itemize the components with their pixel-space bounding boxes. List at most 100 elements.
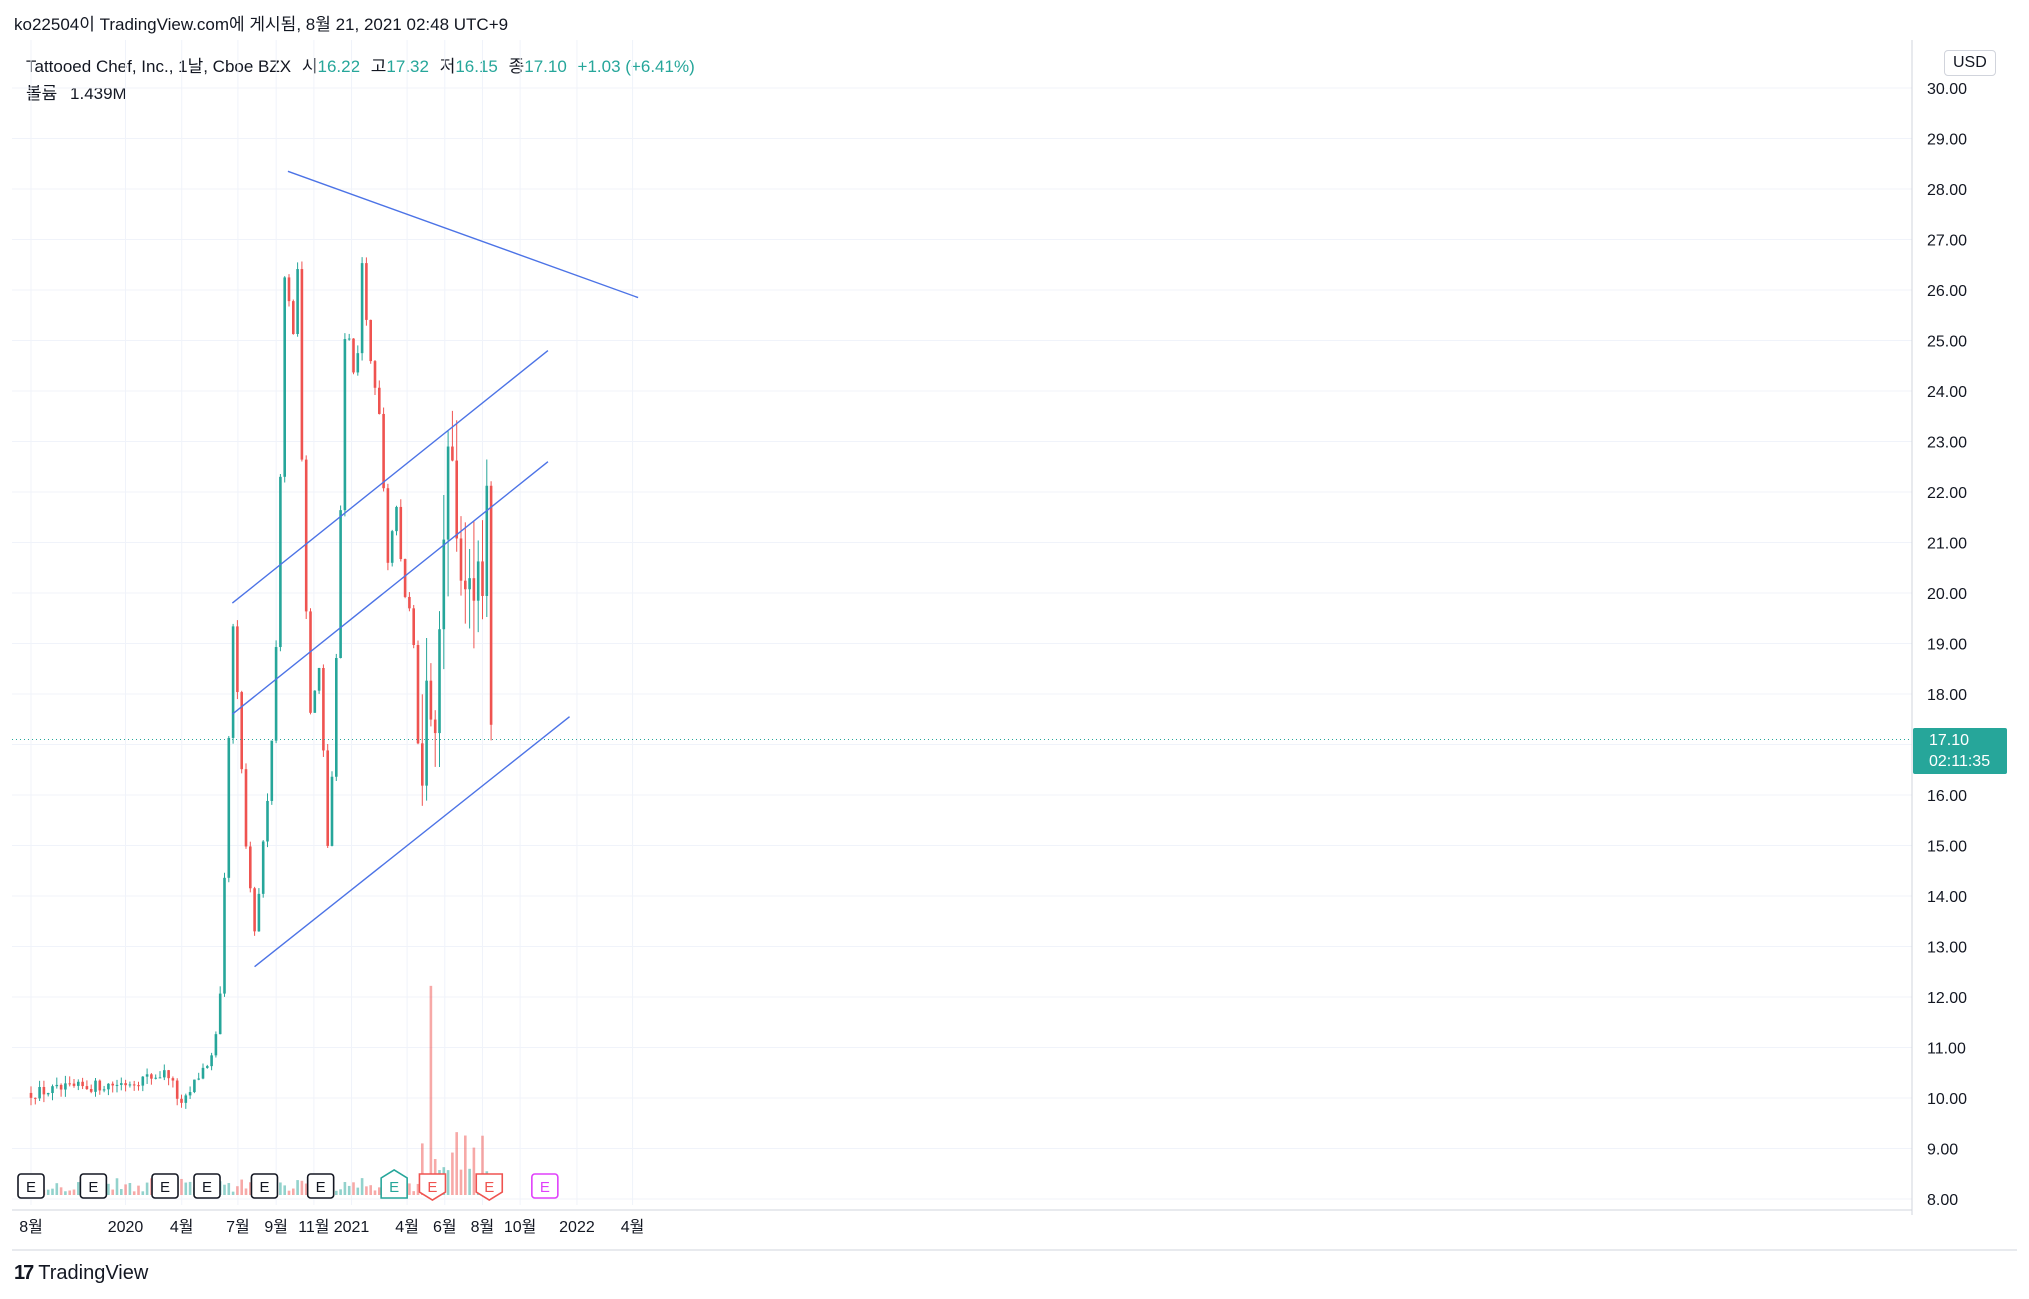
candle-body <box>102 1089 106 1091</box>
earnings-marker[interactable]: E <box>380 1169 408 1199</box>
y-tick-label: 12.00 <box>1927 990 1967 1007</box>
candle-body <box>292 301 295 335</box>
x-tick-label: 2022 <box>559 1219 595 1236</box>
candle-body <box>347 338 351 340</box>
volume-bar <box>408 1183 411 1195</box>
candle-body <box>214 1034 218 1056</box>
volume-bar <box>55 1183 59 1195</box>
earnings-marker[interactable]: E <box>475 1173 504 1201</box>
x-tick-label: 11월 <box>298 1218 329 1236</box>
candle-body <box>373 361 377 388</box>
candle-body <box>468 578 471 590</box>
candle-body <box>137 1085 140 1087</box>
candle-body <box>386 488 390 563</box>
candle-body <box>188 1092 192 1096</box>
trendline-1 <box>287 170 639 299</box>
symbol-title[interactable]: Tattooed Chef, Inc., 1날, Cboe BZX <box>26 57 292 76</box>
candle-body <box>395 506 398 532</box>
volume-bar <box>244 1188 248 1195</box>
x-tick-label: 10월 <box>504 1218 537 1236</box>
candle-body <box>266 800 269 842</box>
candle-body <box>464 580 467 590</box>
candle-body <box>175 1080 179 1099</box>
tradingview-brand: TradingView <box>38 1262 149 1284</box>
candle-body <box>296 269 299 335</box>
candle-body <box>244 769 248 847</box>
volume-bar <box>347 1185 351 1195</box>
earnings-marker[interactable]: E <box>250 1173 279 1199</box>
candle-body <box>343 339 347 511</box>
x-tick-label: 2020 <box>108 1219 144 1236</box>
earnings-label: E <box>202 1179 212 1196</box>
tradingview-logo[interactable]: 17 TradingView <box>14 1262 148 1285</box>
candle-body <box>485 485 489 596</box>
volume-bar <box>128 1183 132 1195</box>
y-tick-label: 19.00 <box>1927 637 1967 654</box>
y-tick-label: 9.00 <box>1927 1142 1958 1159</box>
volume-bar <box>429 985 433 1195</box>
earnings-label: E <box>160 1179 170 1196</box>
candle-body <box>304 459 308 612</box>
candle-body <box>89 1089 93 1092</box>
candle-body <box>64 1083 67 1090</box>
earnings-miss-icon <box>475 1173 504 1201</box>
earnings-icon <box>250 1173 279 1199</box>
candle-body <box>382 413 385 489</box>
earnings-marker[interactable]: E <box>193 1173 221 1199</box>
y-tick-label: 24.00 <box>1927 384 1967 401</box>
y-tick-label: 21.00 <box>1927 536 1967 553</box>
earnings-icon <box>193 1173 221 1199</box>
volume-bar <box>249 1182 252 1195</box>
x-tick-label: 4월 <box>621 1218 645 1236</box>
currency-button[interactable]: USD <box>1944 50 1996 76</box>
candle-body <box>309 611 312 713</box>
x-tick-label: 6월 <box>433 1218 457 1236</box>
candle-body <box>446 446 450 540</box>
earnings-label: E <box>427 1179 437 1196</box>
volume-bar <box>184 1182 188 1195</box>
volume-bar <box>455 1132 458 1195</box>
earnings-marker[interactable]: E <box>531 1173 559 1199</box>
earnings-marker[interactable]: E <box>17 1173 45 1199</box>
last-price-tag: 17.10 02:11:35 <box>1913 728 2007 774</box>
candle-body <box>197 1078 200 1080</box>
volume-bar <box>287 1190 291 1195</box>
candle-body <box>283 277 286 477</box>
change-value: +1.03 (+6.41%) <box>577 57 695 76</box>
candle-body <box>240 692 243 770</box>
volume-bar <box>339 1189 342 1195</box>
candle-body <box>326 750 329 846</box>
earnings-label: E <box>389 1179 399 1196</box>
volume-bar <box>132 1191 136 1195</box>
earnings-miss-icon <box>418 1173 447 1201</box>
volume-bar <box>227 1183 231 1195</box>
volume-bar <box>464 1135 467 1195</box>
earnings-marker[interactable]: E <box>79 1173 108 1199</box>
candle-body <box>279 476 282 648</box>
candle-body <box>459 538 463 581</box>
volume-bar <box>412 1191 415 1195</box>
earnings-marker[interactable]: E <box>151 1173 179 1199</box>
earnings-label: E <box>88 1179 98 1196</box>
candle-body <box>390 531 394 563</box>
x-tick-label: 4월 <box>395 1218 419 1236</box>
volume-bar <box>124 1184 127 1195</box>
candle-body <box>476 561 480 601</box>
candle-body <box>145 1074 149 1077</box>
volume-bar <box>77 1182 80 1195</box>
x-tick-label: 8월 <box>19 1218 43 1236</box>
earnings-marker[interactable]: E <box>306 1173 335 1199</box>
candle-body <box>249 846 252 889</box>
earnings-icon <box>79 1173 108 1199</box>
candle-body <box>399 506 403 560</box>
volume-bar <box>459 1169 463 1195</box>
y-tick-label: 29.00 <box>1927 132 1967 149</box>
candle-body <box>257 893 261 932</box>
candle-body <box>158 1077 162 1079</box>
candle-body <box>120 1083 123 1085</box>
candle-body <box>481 561 484 596</box>
earnings-marker[interactable]: E <box>418 1173 447 1201</box>
candle-body <box>412 608 415 645</box>
volume-bar <box>236 1186 239 1195</box>
